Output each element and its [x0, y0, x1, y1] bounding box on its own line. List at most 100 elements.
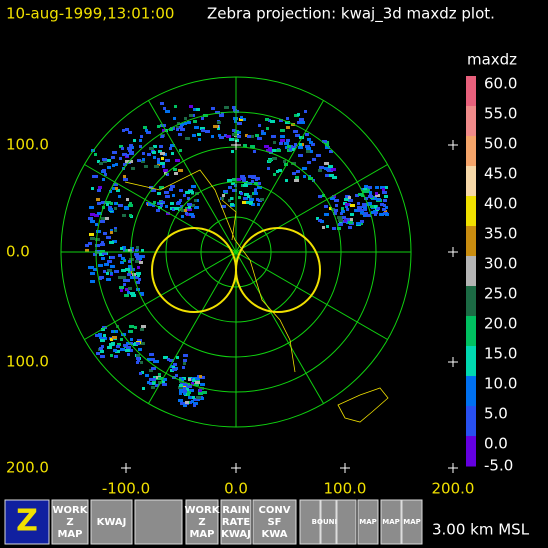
radar-echo: [201, 129, 205, 132]
radar-echo: [185, 207, 188, 210]
radar-echo: [124, 206, 129, 209]
radar-echo: [253, 150, 256, 153]
toolbar-button[interactable]: MAP: [357, 499, 379, 545]
radar-echo: [99, 162, 103, 165]
radar-echo: [372, 205, 377, 208]
button-label: RATE: [222, 517, 250, 528]
radar-echo: [188, 396, 192, 399]
radar-echo: [367, 188, 370, 191]
radar-echo: [318, 169, 322, 172]
radar-echo: [115, 163, 118, 166]
radar-echo: [316, 217, 319, 220]
radar-echo: [184, 117, 187, 120]
toolbar-button[interactable]: Z: [4, 499, 50, 545]
radar-echo: [375, 186, 379, 189]
radar-echo: [380, 203, 384, 206]
radar-echo: [153, 156, 156, 159]
radar-echo: [137, 266, 140, 269]
radar-echo: [123, 344, 128, 347]
radar-echo: [118, 195, 121, 198]
toolbar-button[interactable]: MAP: [380, 499, 402, 545]
radar-echo: [273, 173, 276, 176]
radar-echo: [108, 208, 113, 211]
radar-echo: [165, 205, 168, 208]
radar-echo: [166, 212, 170, 215]
radar-echo: [116, 345, 120, 348]
radar-echo: [159, 186, 164, 189]
radar-echo: [374, 213, 377, 216]
radar-echo: [289, 148, 293, 151]
radar-echo: [364, 212, 368, 215]
radar-echo: [90, 272, 95, 275]
toolbar-button[interactable]: [336, 499, 357, 545]
radar-echo: [295, 134, 300, 137]
radar-echo: [199, 389, 202, 392]
radar-echo: [354, 209, 358, 212]
radar-echo: [149, 378, 153, 381]
toolbar-button[interactable]: KWAJ: [90, 499, 133, 545]
radar-echo: [89, 233, 94, 236]
radar-echo: [199, 375, 202, 378]
radar-echo: [383, 199, 387, 202]
radar-echo: [106, 201, 111, 204]
radar-echo: [156, 209, 160, 212]
radar-echo: [335, 204, 338, 207]
button-label: Z: [198, 517, 205, 528]
radar-echo: [172, 208, 175, 211]
radar-echo: [119, 157, 122, 160]
radar-echo: [334, 199, 339, 202]
radar-echo: [365, 190, 370, 193]
colorbar-label: 20.0: [484, 315, 517, 333]
radar-echo: [114, 207, 117, 210]
radar-echo: [101, 345, 104, 348]
radar-echo: [139, 139, 142, 142]
radar-echo: [157, 125, 160, 128]
radar-echo: [94, 153, 97, 156]
radar-echo: [136, 246, 139, 249]
radar-echo: [100, 243, 105, 246]
radar-echo: [316, 154, 321, 157]
radar-echo: [213, 125, 218, 128]
radar-echo: [324, 167, 328, 170]
toolbar-button[interactable]: MAP: [401, 499, 423, 545]
button-label: CONV: [259, 505, 291, 516]
radar-echo: [185, 401, 189, 404]
radar-echo: [103, 270, 106, 273]
button-face: [220, 499, 252, 545]
button-label: Z: [16, 504, 38, 539]
radar-echo: [223, 190, 226, 193]
button-face: [336, 499, 357, 545]
radar-echo: [193, 404, 196, 407]
radar-echo: [382, 208, 386, 211]
radar-echo: [104, 337, 107, 340]
radar-echo: [153, 145, 157, 148]
radar-echo: [237, 135, 241, 138]
radar-echo: [128, 160, 133, 163]
radar-echo: [178, 133, 182, 136]
toolbar-button[interactable]: [299, 499, 321, 545]
toolbar-button[interactable]: BOUNDS: [312, 499, 346, 545]
radar-echo: [157, 202, 162, 205]
radar-echo: [109, 343, 114, 346]
colorbar-title: maxdz: [467, 51, 517, 69]
radar-echo: [93, 253, 97, 256]
radar-echo: [125, 249, 128, 252]
radar-echo: [243, 197, 246, 200]
radar-echo: [202, 391, 207, 394]
radar-echo: [182, 366, 185, 369]
radar-echo: [369, 193, 372, 196]
radar-echo: [240, 192, 243, 195]
radar-echo: [187, 203, 192, 206]
toolbar-button[interactable]: [134, 499, 183, 545]
radar-echo: [185, 191, 190, 194]
radar-echo: [200, 127, 205, 130]
radar-echo: [384, 186, 388, 189]
radar-echo: [97, 160, 100, 163]
radar-echo: [129, 214, 132, 217]
radar-echo: [110, 231, 113, 234]
radar-echo: [332, 195, 336, 198]
